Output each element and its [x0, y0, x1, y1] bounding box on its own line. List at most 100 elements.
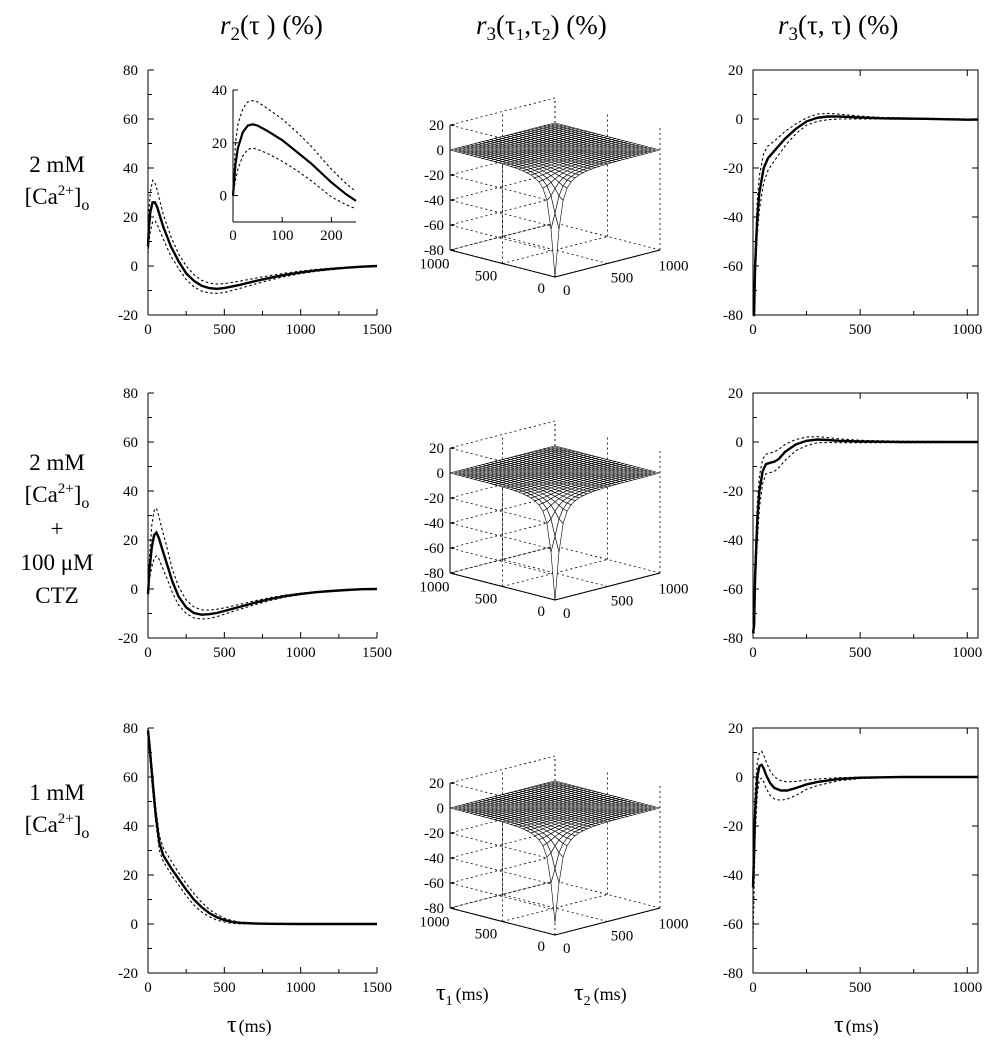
z-tick-label: -80	[424, 243, 444, 259]
x-tick-label: 1500	[362, 980, 392, 996]
y-tick-label: 80	[123, 63, 138, 79]
tau2-tick-label: 500	[611, 594, 634, 610]
y-tick-label: 0	[131, 917, 139, 933]
y-tick-label: 60	[123, 770, 138, 786]
tau2-tick-label: 500	[611, 929, 634, 945]
y-tick-label: 20	[728, 63, 743, 79]
y-tick-label: 0	[131, 582, 139, 598]
row1-line1: 2 mM	[29, 152, 85, 177]
tau1-tick-label: 1000	[420, 914, 450, 930]
y-tick-label: -80	[723, 966, 743, 982]
col-title-r3-diag: r3(τ, τ) (%)	[778, 10, 898, 45]
tau1-tick-label: 1000	[420, 256, 450, 272]
tau1-tick-label: 1000	[420, 579, 450, 595]
series-bound-line	[147, 179, 378, 285]
plot-frame	[752, 69, 979, 316]
col2-mid: ,τ	[524, 10, 542, 40]
y-tick-label: 20	[123, 210, 138, 226]
inset-y-tick-label: 20	[212, 136, 227, 152]
series-mean-line	[752, 115, 979, 317]
panel-r2-row3: -20 0 20 40 60 80 0 500 1000 1500	[118, 721, 392, 996]
z-tick-label: -80	[424, 566, 444, 582]
surface-mesh	[449, 445, 661, 601]
y-tick-label: -60	[723, 259, 743, 275]
x-tick-label: 500	[849, 980, 872, 996]
z-tick-label: -60	[424, 876, 444, 892]
y-tick-label: 80	[123, 721, 138, 737]
tau2-tick-label: 0	[563, 941, 571, 957]
col2-pre: r	[476, 10, 487, 40]
series-mean-line	[146, 530, 378, 616]
series-bound-line	[753, 441, 978, 634]
z-tick-label: -60	[424, 218, 444, 234]
series-bound-line	[147, 219, 378, 294]
col2-end: ) (%)	[550, 10, 606, 40]
floor-gridline	[449, 880, 556, 909]
row2-line5: CTZ	[35, 583, 78, 608]
z-tick-label: 20	[429, 118, 444, 134]
z-gridline	[449, 172, 556, 228]
col2-sub: 3	[487, 24, 497, 45]
x-tick-label: 0	[144, 322, 152, 338]
y-tick-label: 0	[736, 112, 744, 128]
tau2-tick-label: 500	[611, 271, 634, 287]
xlabel-tau-diag: τ (ms)	[834, 1012, 879, 1038]
series-bound-line	[752, 436, 978, 634]
series-bound-line	[752, 112, 978, 316]
y-tick-label: 40	[123, 819, 138, 835]
z-tick-label: 0	[437, 143, 445, 159]
z-tick-label: -40	[424, 516, 444, 532]
x-tick-label: 1000	[952, 322, 982, 338]
y-tick-label: 20	[123, 868, 138, 884]
tau1-tick-label: 0	[538, 281, 546, 297]
x-tick-label: 1500	[362, 645, 392, 661]
col-title-r2: r2(τ ) (%)	[220, 10, 323, 45]
series-bound-line	[752, 776, 979, 939]
row1-line2: [Ca2+]o	[25, 183, 90, 214]
inset-y-tick-label: 0	[220, 189, 228, 205]
y-tick-label: 20	[728, 721, 743, 737]
col1-arg: (τ ) (%)	[240, 10, 323, 40]
tau1-tick-label: 0	[538, 939, 546, 955]
plot-frame	[752, 727, 979, 974]
y-tick-label: 20	[123, 533, 138, 549]
col2-sub1: 1	[516, 25, 525, 44]
z-tick-label: -80	[424, 901, 444, 917]
surface-mesh	[449, 780, 661, 923]
x-tick-label: 500	[213, 980, 236, 996]
col-title-r3-2d: r3(τ1,τ2) (%)	[476, 10, 607, 45]
z-gridline	[449, 830, 556, 886]
floor-gridline	[554, 880, 661, 909]
y-tick-label: -60	[723, 582, 743, 598]
x-tick-label: 1000	[286, 980, 316, 996]
x-tick-label: 1000	[286, 322, 316, 338]
inset-bound-line	[232, 147, 357, 210]
z-tick-label: -60	[424, 541, 444, 557]
inset-mean-line	[231, 123, 357, 202]
tau1-tick-label: 500	[475, 269, 498, 285]
tau2-tick-label: 1000	[658, 581, 688, 597]
y-tick-label: -40	[723, 868, 743, 884]
series-bound-line	[147, 507, 378, 611]
floor-gridline	[502, 236, 608, 264]
panel-r2-row1: -20 0 20 40 60 80 0 500 1000 1500 0 20 40 0 100 200	[118, 63, 392, 338]
tau1-tick-label: 500	[475, 592, 498, 608]
y-tick-label: -20	[118, 966, 138, 982]
y-tick-label: 60	[123, 112, 138, 128]
inset-bound-line	[232, 100, 357, 196]
floor-gridline	[502, 894, 608, 922]
x-tick-label: 0	[144, 980, 152, 996]
x-tick-label: 1000	[286, 645, 316, 661]
z-tick-label: -40	[424, 193, 444, 209]
floor-gridline	[502, 894, 608, 922]
y-tick-label: -20	[118, 308, 138, 324]
row2-line1: 2 mM	[29, 450, 85, 475]
tau1-tick-label: 0	[538, 604, 546, 620]
z-tick-label: -40	[424, 851, 444, 867]
row-label-2: 2 mM [Ca2+]o + 100 μM CTZ	[20, 450, 93, 608]
x-tick-label: 500	[849, 322, 872, 338]
tau1-axis	[449, 572, 556, 601]
surface-cell	[550, 536, 560, 601]
